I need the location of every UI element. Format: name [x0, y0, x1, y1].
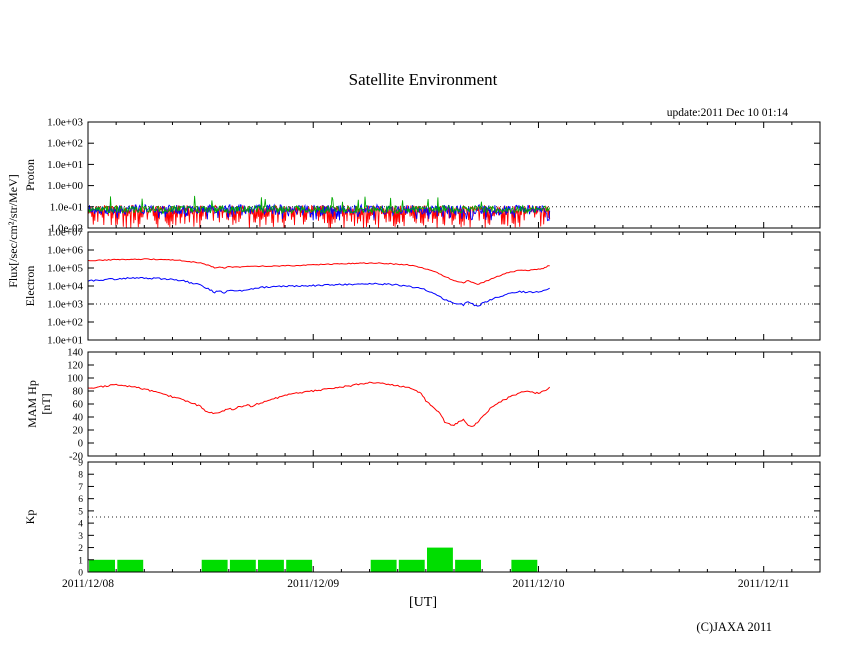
panel-proton-flux-xticks [87, 122, 793, 228]
panel-mam-hp-yticks: 140 120 100 80 60 40 20 0 -20 [67, 348, 820, 463]
ytick-label: 1 [78, 556, 83, 566]
kp-bar [229, 559, 256, 572]
x-axis-label: [UT] [409, 595, 437, 610]
ytick-label: 8 [78, 471, 83, 481]
ytick-label: 3 [78, 532, 83, 542]
kp-bar [427, 547, 453, 572]
kp-bar [201, 559, 228, 572]
ytick-label: 2 [78, 544, 83, 554]
ytick-label: 140 [67, 348, 83, 359]
ytick-label: 120 [67, 361, 83, 372]
panel-electron-flux-yticks: 1.0e+07 1.0e+06 1.0e+05 1.0e+04 1.0e+03 1.0e+… [47, 227, 820, 347]
ytick-label: 1.0e+03 [47, 117, 83, 129]
panel-frame [87, 231, 821, 341]
series-mam-hp-red [88, 381, 551, 427]
panel-mam-hp: 140 120 100 80 60 40 20 0 -20 [67, 348, 821, 463]
ytick-label: 20 [73, 426, 84, 437]
ytick-label: 1.0e+04 [47, 281, 83, 293]
series-electron-red [88, 258, 550, 285]
ytick-label: 1.0e+01 [47, 159, 83, 171]
kp-bar [511, 559, 538, 572]
kp-bar [398, 559, 425, 572]
ytick-label: 1.0e+02 [47, 317, 83, 329]
ytick-label: 6 [78, 495, 83, 505]
ytick-label: 1.0e+01 [47, 335, 83, 347]
ytick-label: 1.0e+00 [47, 180, 83, 192]
ytick-label: 1.0e+06 [47, 245, 83, 257]
ytick-label: 1.0e+03 [47, 299, 83, 311]
panel-proton-flux-yticks: 1.0e+03 1.0e+02 1.0e+01 1.0e+00 1.0e-01 1.0e-… [47, 117, 820, 235]
panel-frame [87, 461, 821, 573]
ytick-label: -20 [69, 452, 83, 463]
ytick-label: 100 [67, 374, 83, 385]
xtick-label: 2011/12/08 [62, 578, 114, 590]
ytick-label: 5 [78, 507, 83, 517]
panel-mam-hp-xticks [87, 352, 793, 456]
ytick-label: 1.0e+07 [47, 227, 83, 239]
kp-bar [89, 559, 115, 572]
panel-kp-index-yticks: 9 8 7 6 5 4 3 2 1 0 [78, 459, 820, 579]
panel-proton-flux: 1.0e+03 1.0e+02 1.0e+01 1.0e+00 1.0e-01 1.0e-… [47, 117, 821, 235]
ytick-label: 4 [78, 520, 83, 530]
ytick-label: 40 [73, 413, 84, 424]
ytick-label: 80 [73, 387, 84, 398]
panel-electron-flux: 1.0e+07 1.0e+06 1.0e+05 1.0e+04 1.0e+03 1.0e+… [47, 227, 821, 347]
kp-bar [117, 559, 144, 572]
series-proton-green [88, 195, 551, 215]
ytick-label: 1.0e+05 [47, 263, 83, 275]
ytick-label: 60 [73, 400, 84, 411]
kp-bar [258, 559, 284, 572]
panel-frame [87, 351, 821, 457]
kp-bar [370, 559, 397, 572]
ytick-label: 9 [78, 459, 83, 469]
xtick-label: 2011/12/10 [513, 578, 565, 590]
xtick-label: 2011/12/09 [287, 578, 339, 590]
copyright: (C)JAXA 2011 [696, 620, 772, 634]
panel-electron-flux-xticks [87, 232, 793, 340]
kp-bar [286, 559, 313, 572]
ytick-label: 0 [78, 439, 83, 450]
ytick-label: 0 [78, 569, 83, 579]
ytick-label: 1.0e-01 [50, 201, 83, 213]
update-timestamp: update:2011 Dec 10 01:14 [666, 107, 788, 119]
kp-bar [455, 559, 481, 572]
ytick-label: 1.0e-02 [50, 223, 83, 235]
panel-kp-index-xticks [87, 462, 793, 572]
xtick-label: 2011/12/11 [738, 578, 790, 590]
series-electron-blue [88, 277, 550, 307]
ytick-label: 1.0e+02 [47, 138, 83, 150]
page-title: Satellite Environment [348, 70, 498, 89]
ytick-label: 7 [78, 483, 83, 493]
